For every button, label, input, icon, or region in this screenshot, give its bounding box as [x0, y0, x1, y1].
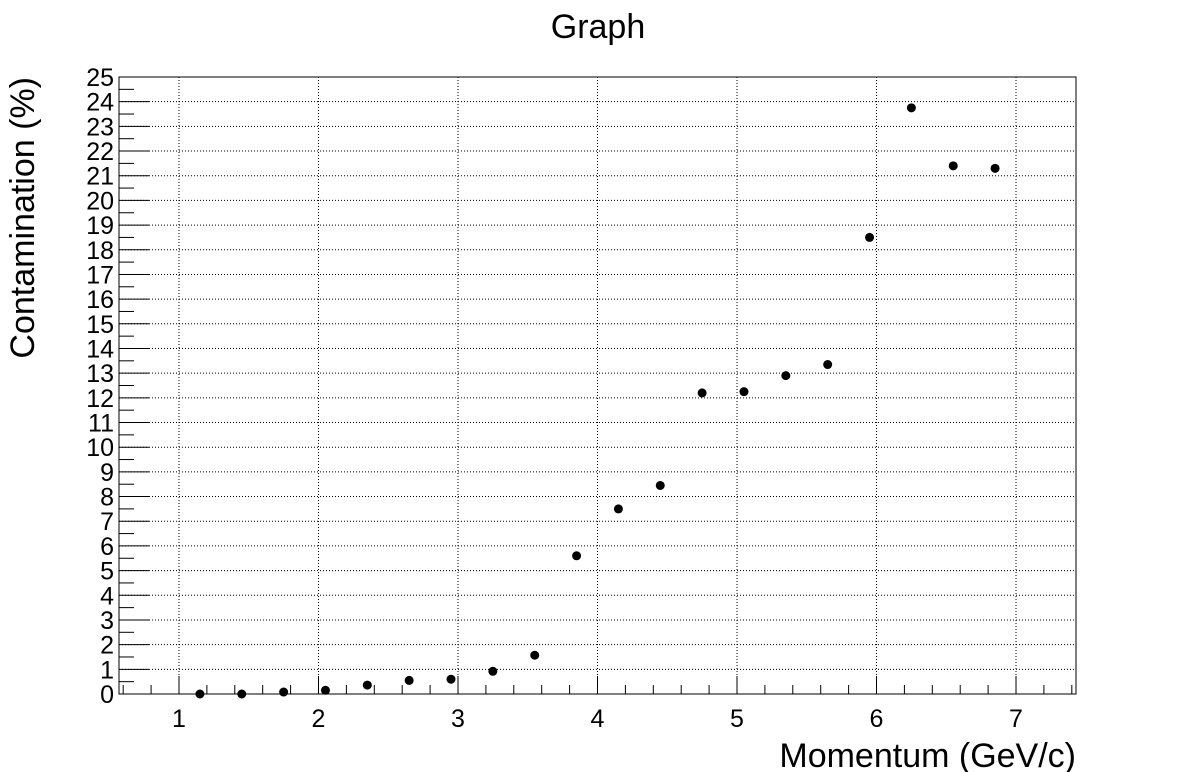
y-tick-label: 1 [100, 656, 114, 684]
data-point [655, 480, 665, 490]
x-tick-label: 4 [591, 705, 605, 733]
x-tick-label: 7 [1009, 705, 1023, 733]
y-tick-label: 6 [100, 533, 114, 561]
y-tick-label: 18 [86, 237, 114, 265]
x-axis-title: Momentum (GeV/c) [779, 737, 1076, 772]
data-point [404, 675, 414, 685]
y-tick-label: 4 [100, 582, 114, 610]
y-tick-label: 5 [100, 558, 114, 586]
x-tick-label: 3 [451, 705, 465, 733]
x-tick-label: 2 [312, 705, 326, 733]
y-tick-label: 14 [86, 335, 114, 363]
y-tick-label: 7 [100, 508, 114, 536]
data-point [446, 674, 456, 684]
grid [119, 77, 1076, 694]
y-tick-label: 10 [86, 434, 114, 462]
data-point [195, 689, 205, 699]
y-tick-label: 12 [86, 385, 114, 413]
y-tick-label: 13 [86, 360, 114, 388]
y-tick-label: 8 [100, 484, 114, 512]
data-point [990, 163, 1000, 173]
y-tick-label: 24 [86, 89, 114, 117]
x-tick-label: 1 [172, 705, 186, 733]
y-tick-label: 20 [86, 187, 114, 215]
data-point [572, 551, 582, 561]
y-tick-label: 17 [86, 261, 114, 289]
data-point [488, 666, 498, 676]
chart-title: Graph [551, 8, 646, 46]
y-tick-label: 16 [86, 286, 114, 314]
y-tick-label: 11 [88, 410, 114, 438]
x-tick-label: 5 [730, 705, 744, 733]
y-tick-label: 23 [86, 113, 114, 141]
data-point [320, 685, 330, 695]
data-point [530, 650, 540, 660]
x-tick-label: 6 [870, 705, 884, 733]
data-point [948, 161, 958, 171]
plot-frame [118, 76, 1077, 695]
y-tick-label: 21 [86, 163, 114, 191]
data-point [823, 360, 833, 370]
data-point [739, 387, 749, 397]
y-tick-label: 15 [86, 311, 114, 339]
y-tick-labels: 0123456789101112131415161718192021222324… [86, 64, 114, 709]
y-tick-label: 2 [100, 632, 114, 660]
y-tick-label: 9 [100, 459, 114, 487]
data-point [906, 103, 916, 113]
data-points [195, 103, 1000, 699]
axis-ticks [119, 76, 1073, 695]
y-tick-label: 0 [100, 681, 114, 709]
data-point [865, 232, 875, 242]
data-point [362, 680, 372, 690]
y-axis-title: Contamination (%) [4, 77, 42, 359]
data-point [279, 687, 289, 697]
y-tick-label: 19 [86, 212, 114, 240]
y-tick-label: 25 [86, 64, 114, 92]
x-tick-labels: 1 2 3 4 5 6 7 [172, 705, 1023, 733]
data-point [697, 388, 707, 398]
y-tick-label: 3 [100, 607, 114, 635]
y-tick-label: 22 [86, 138, 114, 166]
data-point [781, 371, 791, 381]
data-point [237, 689, 247, 699]
data-point [613, 504, 623, 514]
